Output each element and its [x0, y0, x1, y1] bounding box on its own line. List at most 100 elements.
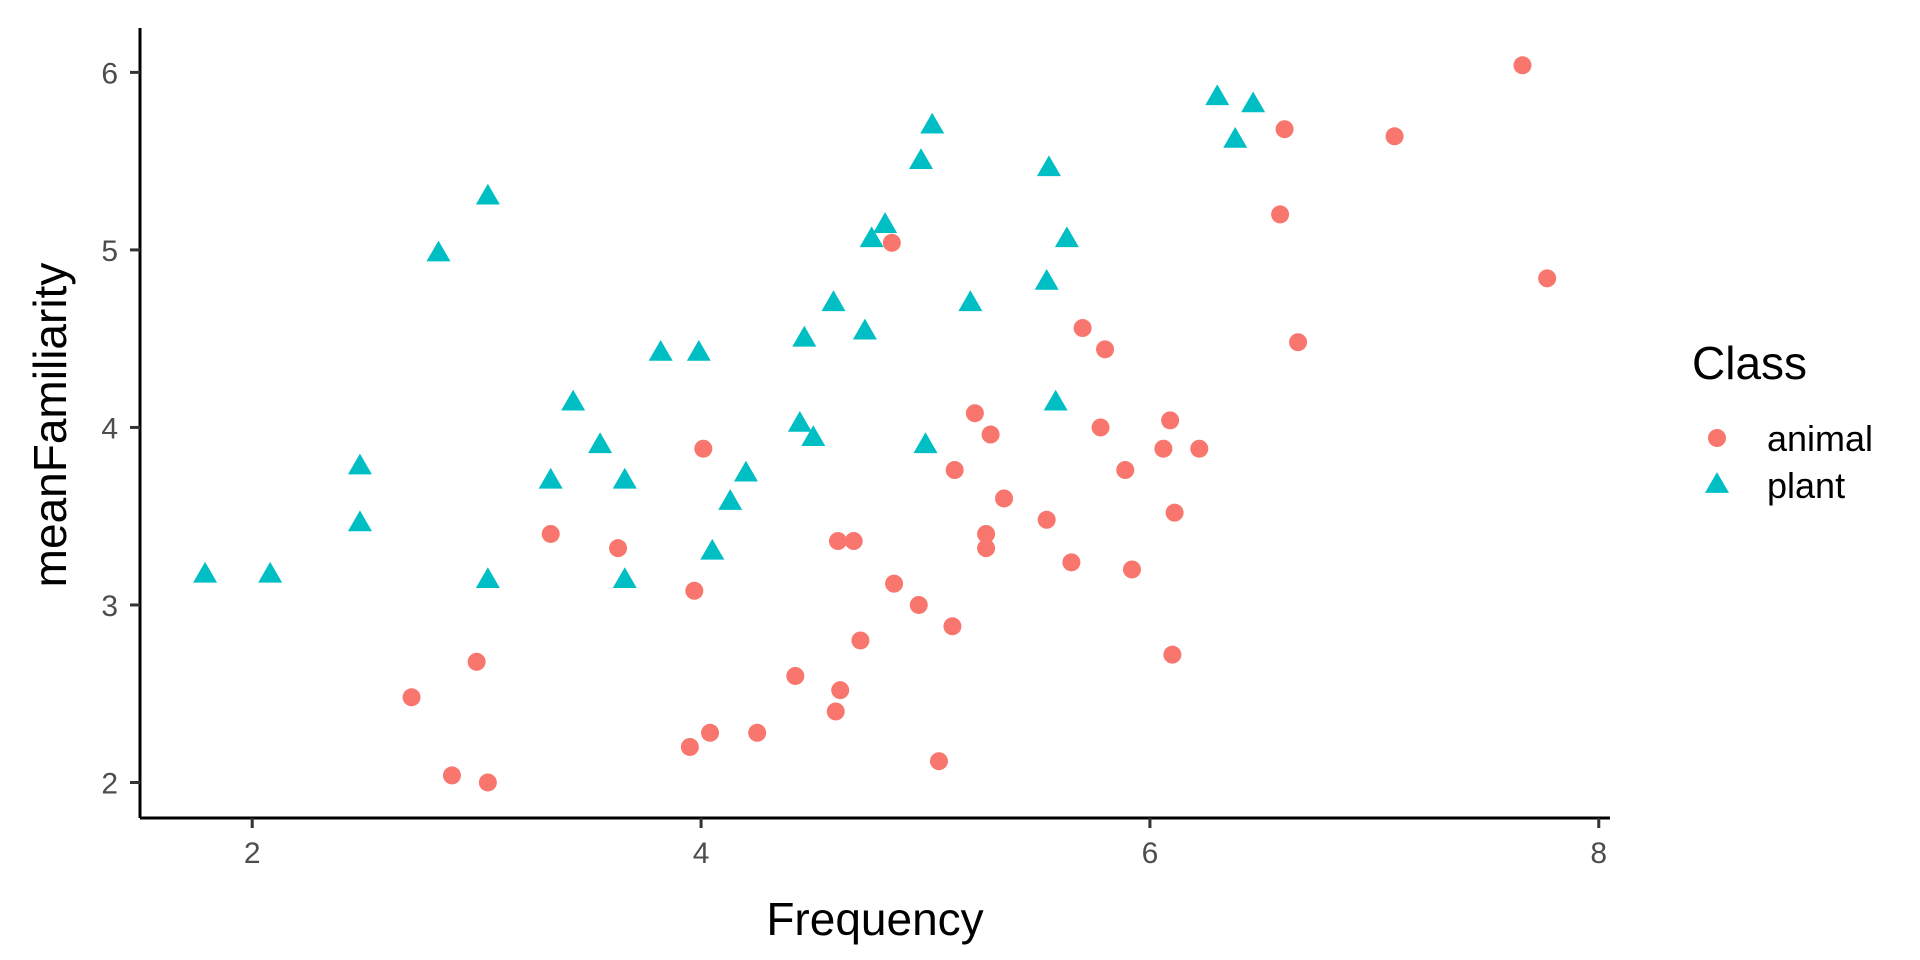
- data-point-animal: [1271, 205, 1290, 224]
- legend-label-plant: plant: [1767, 465, 1845, 506]
- data-point-plant: [426, 240, 451, 262]
- data-point-plant: [686, 339, 711, 361]
- data-point-animal: [1161, 411, 1180, 430]
- data-point-animal: [701, 723, 720, 742]
- data-point-animal: [1275, 120, 1294, 139]
- data-point-animal: [977, 524, 996, 543]
- data-point-animal: [844, 532, 863, 551]
- data-point-plant: [1241, 91, 1266, 113]
- data-point-plant: [913, 432, 938, 454]
- data-point-plant: [1223, 126, 1248, 148]
- data-point-animal: [885, 574, 904, 593]
- data-point-animal: [826, 702, 845, 721]
- data-point-animal: [680, 737, 699, 756]
- data-point-animal: [1122, 560, 1141, 579]
- legend: Class animal plant: [1692, 337, 1873, 506]
- legend-key-animal: [1708, 429, 1726, 447]
- data-point-plant: [193, 561, 218, 583]
- data-point-animal: [786, 666, 805, 685]
- data-point-animal: [882, 233, 901, 252]
- data-points: [193, 56, 1557, 792]
- data-point-animal: [442, 766, 461, 785]
- data-point-plant: [700, 538, 725, 560]
- data-point-plant: [852, 318, 877, 340]
- data-point-animal: [541, 524, 560, 543]
- data-point-animal: [1037, 510, 1056, 529]
- data-point-animal: [609, 539, 628, 558]
- data-point-plant: [1054, 226, 1079, 248]
- data-point-animal: [748, 723, 767, 742]
- data-point-animal: [467, 652, 486, 671]
- data-point-plant: [538, 467, 563, 489]
- data-point-plant: [347, 453, 372, 475]
- data-point-animal: [943, 617, 962, 636]
- x-tick-label: 8: [1590, 837, 1607, 870]
- data-point-animal: [929, 752, 948, 771]
- data-point-animal: [1385, 127, 1404, 146]
- data-point-animal: [909, 595, 928, 614]
- y-tick-label: 6: [101, 57, 118, 90]
- data-point-plant: [792, 325, 817, 347]
- data-point-plant: [475, 183, 500, 205]
- data-point-animal: [945, 461, 964, 480]
- data-point-plant: [787, 411, 812, 432]
- data-point-animal: [828, 532, 847, 551]
- data-point-animal: [965, 404, 984, 423]
- data-point-animal: [981, 425, 1000, 444]
- legend-items: animal plant: [1705, 418, 1873, 506]
- data-point-plant: [821, 290, 846, 312]
- data-point-plant: [588, 432, 613, 454]
- data-point-plant: [258, 561, 283, 583]
- data-point-animal: [851, 631, 870, 650]
- data-point-plant: [958, 290, 983, 312]
- data-point-animal: [1154, 439, 1173, 458]
- data-point-animal: [1289, 333, 1308, 352]
- data-point-animal: [1538, 269, 1557, 288]
- data-point-animal: [1190, 439, 1209, 458]
- data-point-animal: [1091, 418, 1110, 437]
- data-point-plant: [873, 212, 898, 233]
- data-point-plant: [347, 510, 372, 532]
- y-tick-label: 5: [101, 235, 118, 268]
- data-point-animal: [694, 439, 713, 458]
- data-point-animal: [1513, 56, 1532, 75]
- data-point-animal: [402, 688, 421, 707]
- y-tick-label: 3: [101, 590, 118, 623]
- axes: [138, 28, 1610, 820]
- data-point-animal: [831, 681, 850, 700]
- y-tick-label: 4: [101, 412, 118, 445]
- legend-key-plant: [1705, 472, 1729, 493]
- legend-label-animal: animal: [1767, 418, 1873, 459]
- axis-ticks: 2 4 6 8 2 3 4 5 6: [101, 57, 1607, 870]
- data-point-plant: [475, 567, 500, 589]
- x-tick-label: 6: [1142, 837, 1159, 870]
- data-point-plant: [733, 460, 758, 482]
- data-point-animal: [1062, 553, 1081, 572]
- data-point-plant: [1043, 389, 1068, 411]
- data-point-plant: [648, 339, 673, 361]
- data-point-animal: [478, 773, 497, 792]
- x-axis-title: Frequency: [766, 893, 983, 945]
- legend-title: Class: [1692, 337, 1807, 389]
- y-tick-label: 2: [101, 767, 118, 800]
- data-point-plant: [909, 148, 934, 170]
- data-point-animal: [1073, 319, 1092, 338]
- data-point-plant: [920, 112, 945, 134]
- data-point-animal: [1163, 645, 1182, 664]
- data-point-plant: [718, 489, 743, 510]
- x-tick-label: 2: [244, 837, 261, 870]
- data-point-plant: [1034, 268, 1059, 290]
- data-point-animal: [1116, 461, 1135, 480]
- data-point-plant: [801, 425, 826, 446]
- data-point-plant: [561, 389, 586, 411]
- data-point-animal: [995, 489, 1014, 508]
- data-point-animal: [977, 539, 996, 558]
- data-point-plant: [1205, 84, 1230, 106]
- x-tick-label: 4: [693, 837, 710, 870]
- data-point-animal: [685, 581, 704, 600]
- data-point-plant: [612, 467, 637, 489]
- data-point-animal: [1165, 503, 1184, 522]
- data-point-plant: [612, 567, 637, 589]
- y-axis-title: meanFamiliarity: [24, 263, 76, 588]
